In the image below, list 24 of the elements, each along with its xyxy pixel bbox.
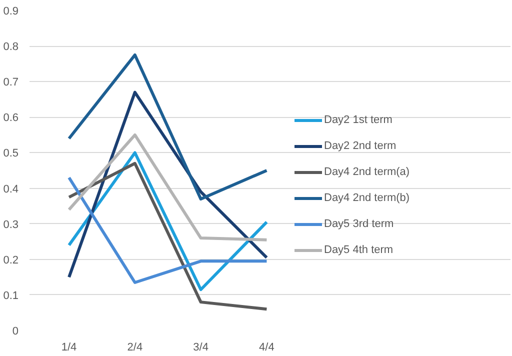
y-tick-label: 0.1: [3, 290, 19, 302]
legend-label: Day2 1st term: [324, 114, 392, 126]
x-tick-label: 4/4: [259, 342, 274, 354]
legend-label: Day4 2nd term(b): [324, 192, 410, 204]
line-series: [68, 162, 268, 311]
x-tick-label: 3/4: [193, 342, 208, 354]
y-tick-label: 0.8: [3, 41, 19, 54]
y-tick-label: 0.9: [3, 6, 19, 18]
y-tick-label: 0.4: [3, 183, 19, 196]
line-series: [68, 151, 268, 292]
y-tick-label: 0.7: [3, 76, 19, 89]
y-tick-label: 0.2: [3, 254, 19, 266]
legend-label: Day5 3rd term: [324, 218, 394, 230]
y-tick-label: 0.3: [3, 218, 19, 231]
legend-label: Day4 2nd term(a): [324, 166, 410, 178]
line-series: [68, 133, 268, 242]
line-series: [68, 53, 268, 200]
y-tick-label: 0.6: [3, 112, 19, 124]
x-tick-label: 2/4: [127, 342, 143, 354]
legend-label: Day5 4th term: [324, 244, 394, 256]
y-tick-label: 0: [12, 326, 19, 338]
legend-label: Day2 2nd term: [324, 140, 396, 152]
y-tick-label: 0.5: [3, 148, 19, 160]
x-tick-label: 1/4: [61, 342, 77, 354]
